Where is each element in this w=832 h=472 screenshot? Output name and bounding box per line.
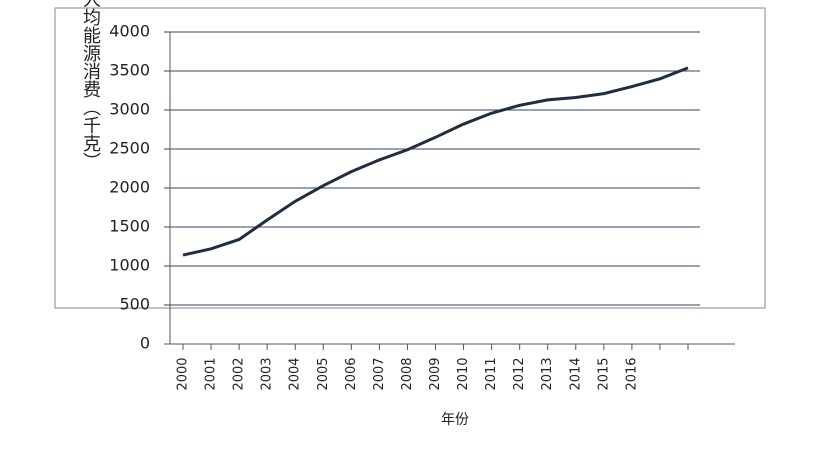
chart-frame xyxy=(54,7,766,309)
x-tick-label: 2000 xyxy=(176,357,191,390)
x-tick-label: 2003 xyxy=(260,357,275,390)
x-tick-label: 2006 xyxy=(344,357,359,390)
x-tick-label: 2012 xyxy=(512,357,527,390)
series-line xyxy=(182,66,689,257)
y-tick-label: 1500 xyxy=(109,217,150,236)
x-tick-label: 2010 xyxy=(456,357,471,390)
y-axis-label: 人均能源消费（千克） xyxy=(80,0,101,170)
x-tick-label: 2001 xyxy=(204,357,219,390)
x-tick-label: 2011 xyxy=(484,357,499,390)
x-tick-label: 2007 xyxy=(372,357,387,390)
y-tick-label: 1000 xyxy=(109,256,150,275)
x-tick-label: 2009 xyxy=(428,357,443,390)
x-tick-label: 2016 xyxy=(624,357,639,390)
x-tick-label: 2002 xyxy=(232,357,247,390)
y-tick-label: 500 xyxy=(119,295,150,314)
y-tick-label: 4000 xyxy=(109,22,150,41)
y-tick-label: 3000 xyxy=(109,100,150,119)
y-tick-label: 3500 xyxy=(109,61,150,80)
x-tick-label: 2014 xyxy=(568,357,583,390)
x-tick-label: 2008 xyxy=(400,357,415,390)
y-tick-label: 2000 xyxy=(109,178,150,197)
y-tick-label: 0 xyxy=(140,334,150,353)
x-tick-label: 2013 xyxy=(540,357,555,390)
x-tick-label: 2004 xyxy=(288,357,303,390)
y-tick-label: 2500 xyxy=(109,139,150,158)
x-tick-label: 2005 xyxy=(316,357,331,390)
x-tick-label: 2015 xyxy=(596,357,611,390)
x-axis-label: 年份 xyxy=(441,412,469,428)
